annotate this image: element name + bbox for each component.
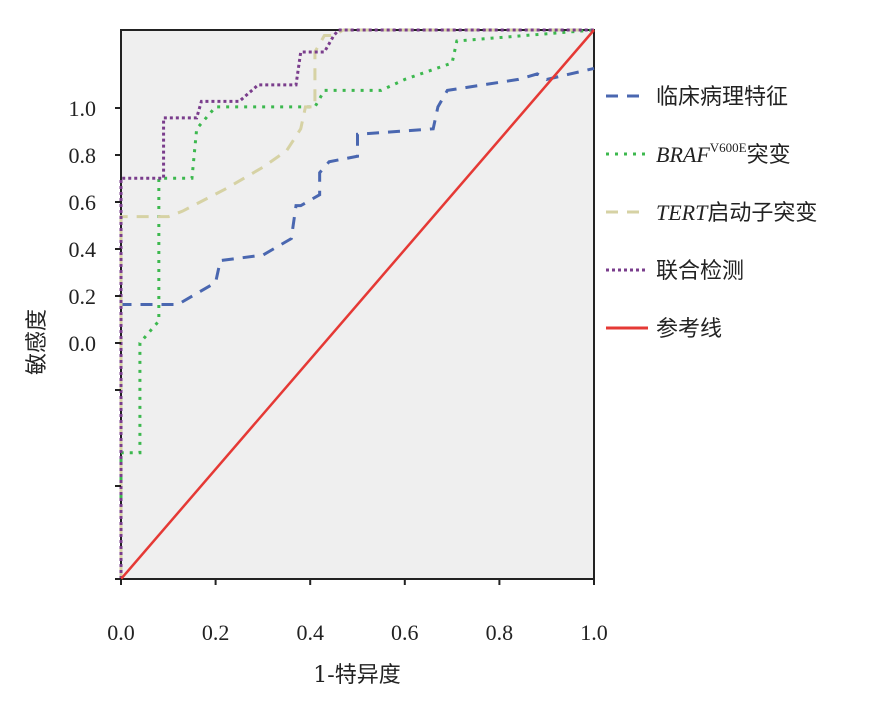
y-tick-label: 0.2 [69,284,97,309]
y-tick-label: 0.0 [69,331,97,356]
legend-superscript: V600E [710,140,747,155]
legend-text: 联合检测 [656,259,744,284]
series-line-4 [119,28,594,579]
y-tick-label: 0.4 [69,237,97,262]
legend-text: 参考线 [656,317,722,342]
y-axis-title: 敏感度 [25,309,50,375]
x-tick-label: 1.0 [580,620,608,645]
y-tick-label: 1.0 [69,96,97,121]
x-tick-label: 0.6 [391,620,419,645]
series-line-2 [119,28,595,579]
tick-labels: 0.0 0.2 0.4 0.6 0.8 1.0 0.0 0.2 0.4 0.6 0.8 1.0 [69,96,608,645]
series-layer [119,28,595,580]
legend-gene-name: TERT [656,200,709,225]
x-axis-title: 1-特异度 [313,663,400,688]
x-tick-label: 0.8 [486,620,514,645]
series-line-5 [120,29,595,580]
legend-label-3: TERT启动子突变 [656,200,817,226]
x-tick-label: 0.2 [202,620,230,645]
legend-gene-name: BRAF [656,142,710,167]
x-tick-label: 0.0 [107,620,135,645]
legend-label-2: BRAFV600E突变 [656,140,791,168]
legend-text: 临床病理特征 [656,85,788,110]
legend-text: 突变 [747,143,791,168]
legend-text: 启动子突变 [707,201,817,226]
series-line-3 [119,28,594,579]
y-tick-label: 0.6 [69,190,97,215]
y-tick-label: 0.8 [69,143,97,168]
legend-label-4: 联合检测 [656,259,744,284]
legend-label-5: 参考线 [656,317,722,342]
x-tick-label: 0.4 [296,620,324,645]
legend-label-1: 临床病理特征 [656,85,788,110]
